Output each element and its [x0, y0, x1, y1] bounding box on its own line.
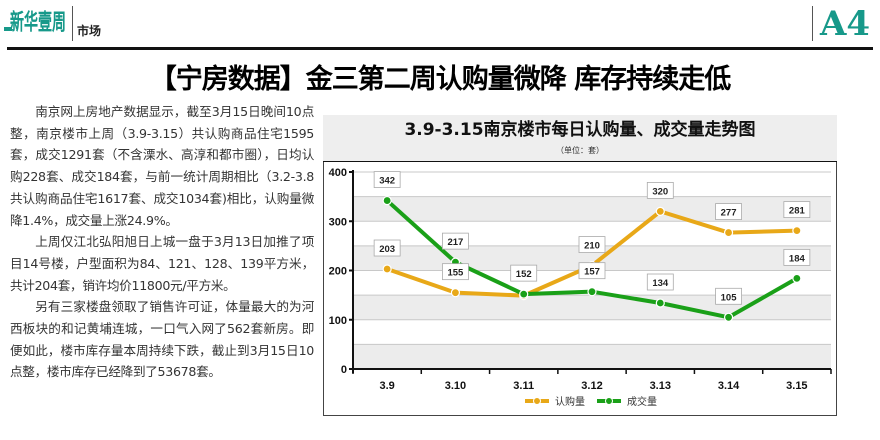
grid-band [353, 196, 831, 222]
x-tick-label: 3.10 [445, 380, 466, 392]
legend-label: 成交量 [627, 395, 657, 408]
paragraph: 上周仅江北弘阳旭日上城一盘于3月13日加推了项目14号楼，户型面积为84、121… [10, 234, 314, 293]
x-tick-label: 3.9 [379, 380, 394, 392]
paragraph: 另有三家楼盘领取了销售许可证，体量最大的为河西板块的和记黄埔连城，一口气入网了5… [10, 299, 314, 380]
header-rule [7, 47, 873, 50]
data-label: 277 [721, 208, 737, 219]
data-label: 210 [584, 241, 600, 252]
data-label-box [715, 287, 742, 305]
legend-marker [533, 397, 541, 405]
y-tick-label: 200 [329, 266, 347, 278]
data-point [655, 298, 665, 308]
data-point [723, 312, 734, 322]
data-label: 342 [379, 176, 395, 187]
data-label: 320 [652, 186, 668, 197]
data-label: 134 [652, 278, 669, 289]
data-point [655, 206, 665, 216]
data-label-box [373, 171, 401, 188]
data-point [519, 289, 529, 299]
data-label: 155 [447, 268, 464, 279]
data-point [792, 273, 802, 283]
paragraph: 南京网上房地产数据显示，截至3月15日晚间10点整，南京楼市上周（3.9-3.1… [10, 104, 314, 228]
section-label: 市场 [77, 24, 102, 38]
data-label-box [373, 239, 401, 257]
data-point [382, 264, 392, 274]
divider [812, 6, 813, 41]
data-point [450, 288, 461, 298]
grid-band [353, 344, 831, 369]
data-label-box [442, 263, 469, 281]
x-tick-label: 3.12 [581, 380, 602, 392]
data-point [382, 195, 392, 206]
data-label: 203 [379, 244, 395, 255]
newspaper-logo: 新华壹周 [10, 10, 66, 36]
legend-label: 认购量 [555, 395, 585, 408]
data-point [792, 226, 802, 236]
y-tick-label: 100 [329, 315, 347, 327]
data-label-box [510, 264, 538, 282]
article-body: 南京网上房地产数据显示，截至3月15日晚间10点整，南京楼市上周（3.9-3.1… [10, 101, 314, 383]
data-label: 184 [789, 253, 806, 264]
data-label-box [783, 248, 811, 266]
data-label: 157 [584, 267, 600, 278]
data-label: 152 [516, 269, 532, 280]
data-label-box [578, 236, 606, 253]
divider [72, 6, 73, 41]
data-point [587, 287, 597, 297]
data-label-box [646, 181, 674, 199]
page-number: A4 [820, 4, 871, 44]
y-tick-label: 400 [329, 167, 347, 179]
grid-band [353, 295, 831, 320]
headline: 【宁房数据】金三第二周认购量微降 库存持续走低 [149, 64, 731, 95]
x-tick-label: 3.14 [718, 380, 740, 392]
chart-title: 3.9-3.15南京楼市每日认购量、成交量走势图 [404, 120, 756, 140]
x-tick-label: 3.13 [650, 380, 671, 392]
data-point [723, 227, 734, 238]
logo-bar [4, 27, 12, 31]
data-label-box [578, 262, 606, 280]
chart-title-band [323, 115, 837, 162]
data-label-box [783, 201, 811, 219]
y-tick-label: 300 [329, 216, 347, 228]
y-tick-label: 0 [341, 364, 347, 376]
x-tick-label: 3.11 [513, 380, 534, 392]
chart-unit: （单位：套） [556, 146, 604, 155]
data-label: 105 [721, 292, 738, 303]
legend-marker [605, 397, 613, 405]
data-label-box [442, 232, 469, 250]
x-tick-label: 3.15 [786, 380, 807, 392]
data-label: 281 [789, 206, 806, 217]
data-label-box [715, 203, 742, 220]
data-label-box [646, 273, 674, 291]
data-label: 217 [447, 237, 463, 248]
